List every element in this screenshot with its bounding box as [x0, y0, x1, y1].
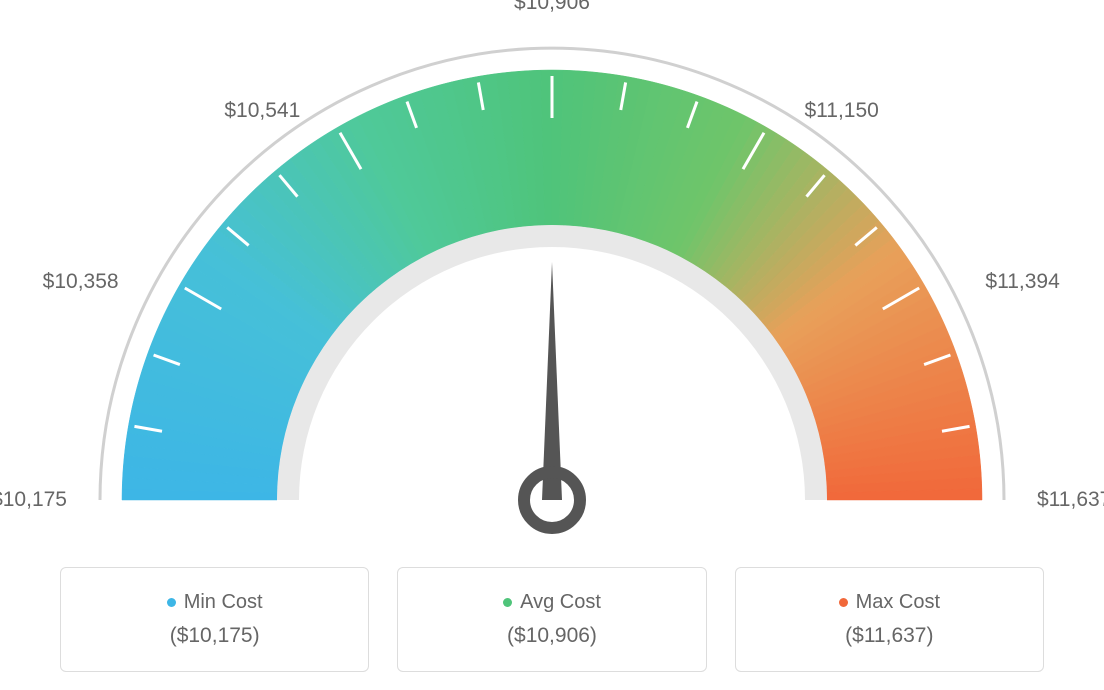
gauge-needle	[542, 262, 562, 500]
scale-label: $11,637	[1037, 488, 1104, 512]
legend-value: ($10,906)	[507, 624, 597, 648]
legend-row: Min Cost ($10,175) Avg Cost ($10,906) Max Co…	[0, 567, 1104, 672]
legend-title-text: Max Cost	[856, 591, 940, 614]
gauge-area: $10,175 $10,358 $10,541 $10,906 $11,150 $11,3…	[0, 0, 1104, 560]
legend-title: Avg Cost	[503, 591, 601, 614]
legend-dot-icon	[503, 598, 512, 607]
legend-dot-icon	[167, 598, 176, 607]
scale-label: $10,541	[224, 99, 300, 123]
legend-title: Min Cost	[167, 591, 263, 614]
gauge-svg	[0, 0, 1104, 560]
legend-dot-icon	[839, 598, 848, 607]
legend-card: Avg Cost ($10,906)	[397, 567, 706, 672]
legend-title-text: Min Cost	[184, 591, 263, 614]
legend-value: ($10,175)	[170, 624, 260, 648]
gauge-infographic: { "gauge": { "type": "gauge", "min_value…	[0, 0, 1104, 690]
legend-title: Max Cost	[839, 591, 940, 614]
scale-label: $11,150	[804, 99, 878, 123]
scale-label: $11,394	[985, 270, 1059, 294]
scale-label: $10,358	[43, 270, 119, 294]
scale-label: $10,175	[0, 488, 67, 512]
scale-label: $10,906	[514, 0, 590, 15]
legend-value: ($11,637)	[845, 624, 933, 648]
legend-card: Min Cost ($10,175)	[60, 567, 369, 672]
legend-title-text: Avg Cost	[520, 591, 601, 614]
legend-card: Max Cost ($11,637)	[735, 567, 1044, 672]
